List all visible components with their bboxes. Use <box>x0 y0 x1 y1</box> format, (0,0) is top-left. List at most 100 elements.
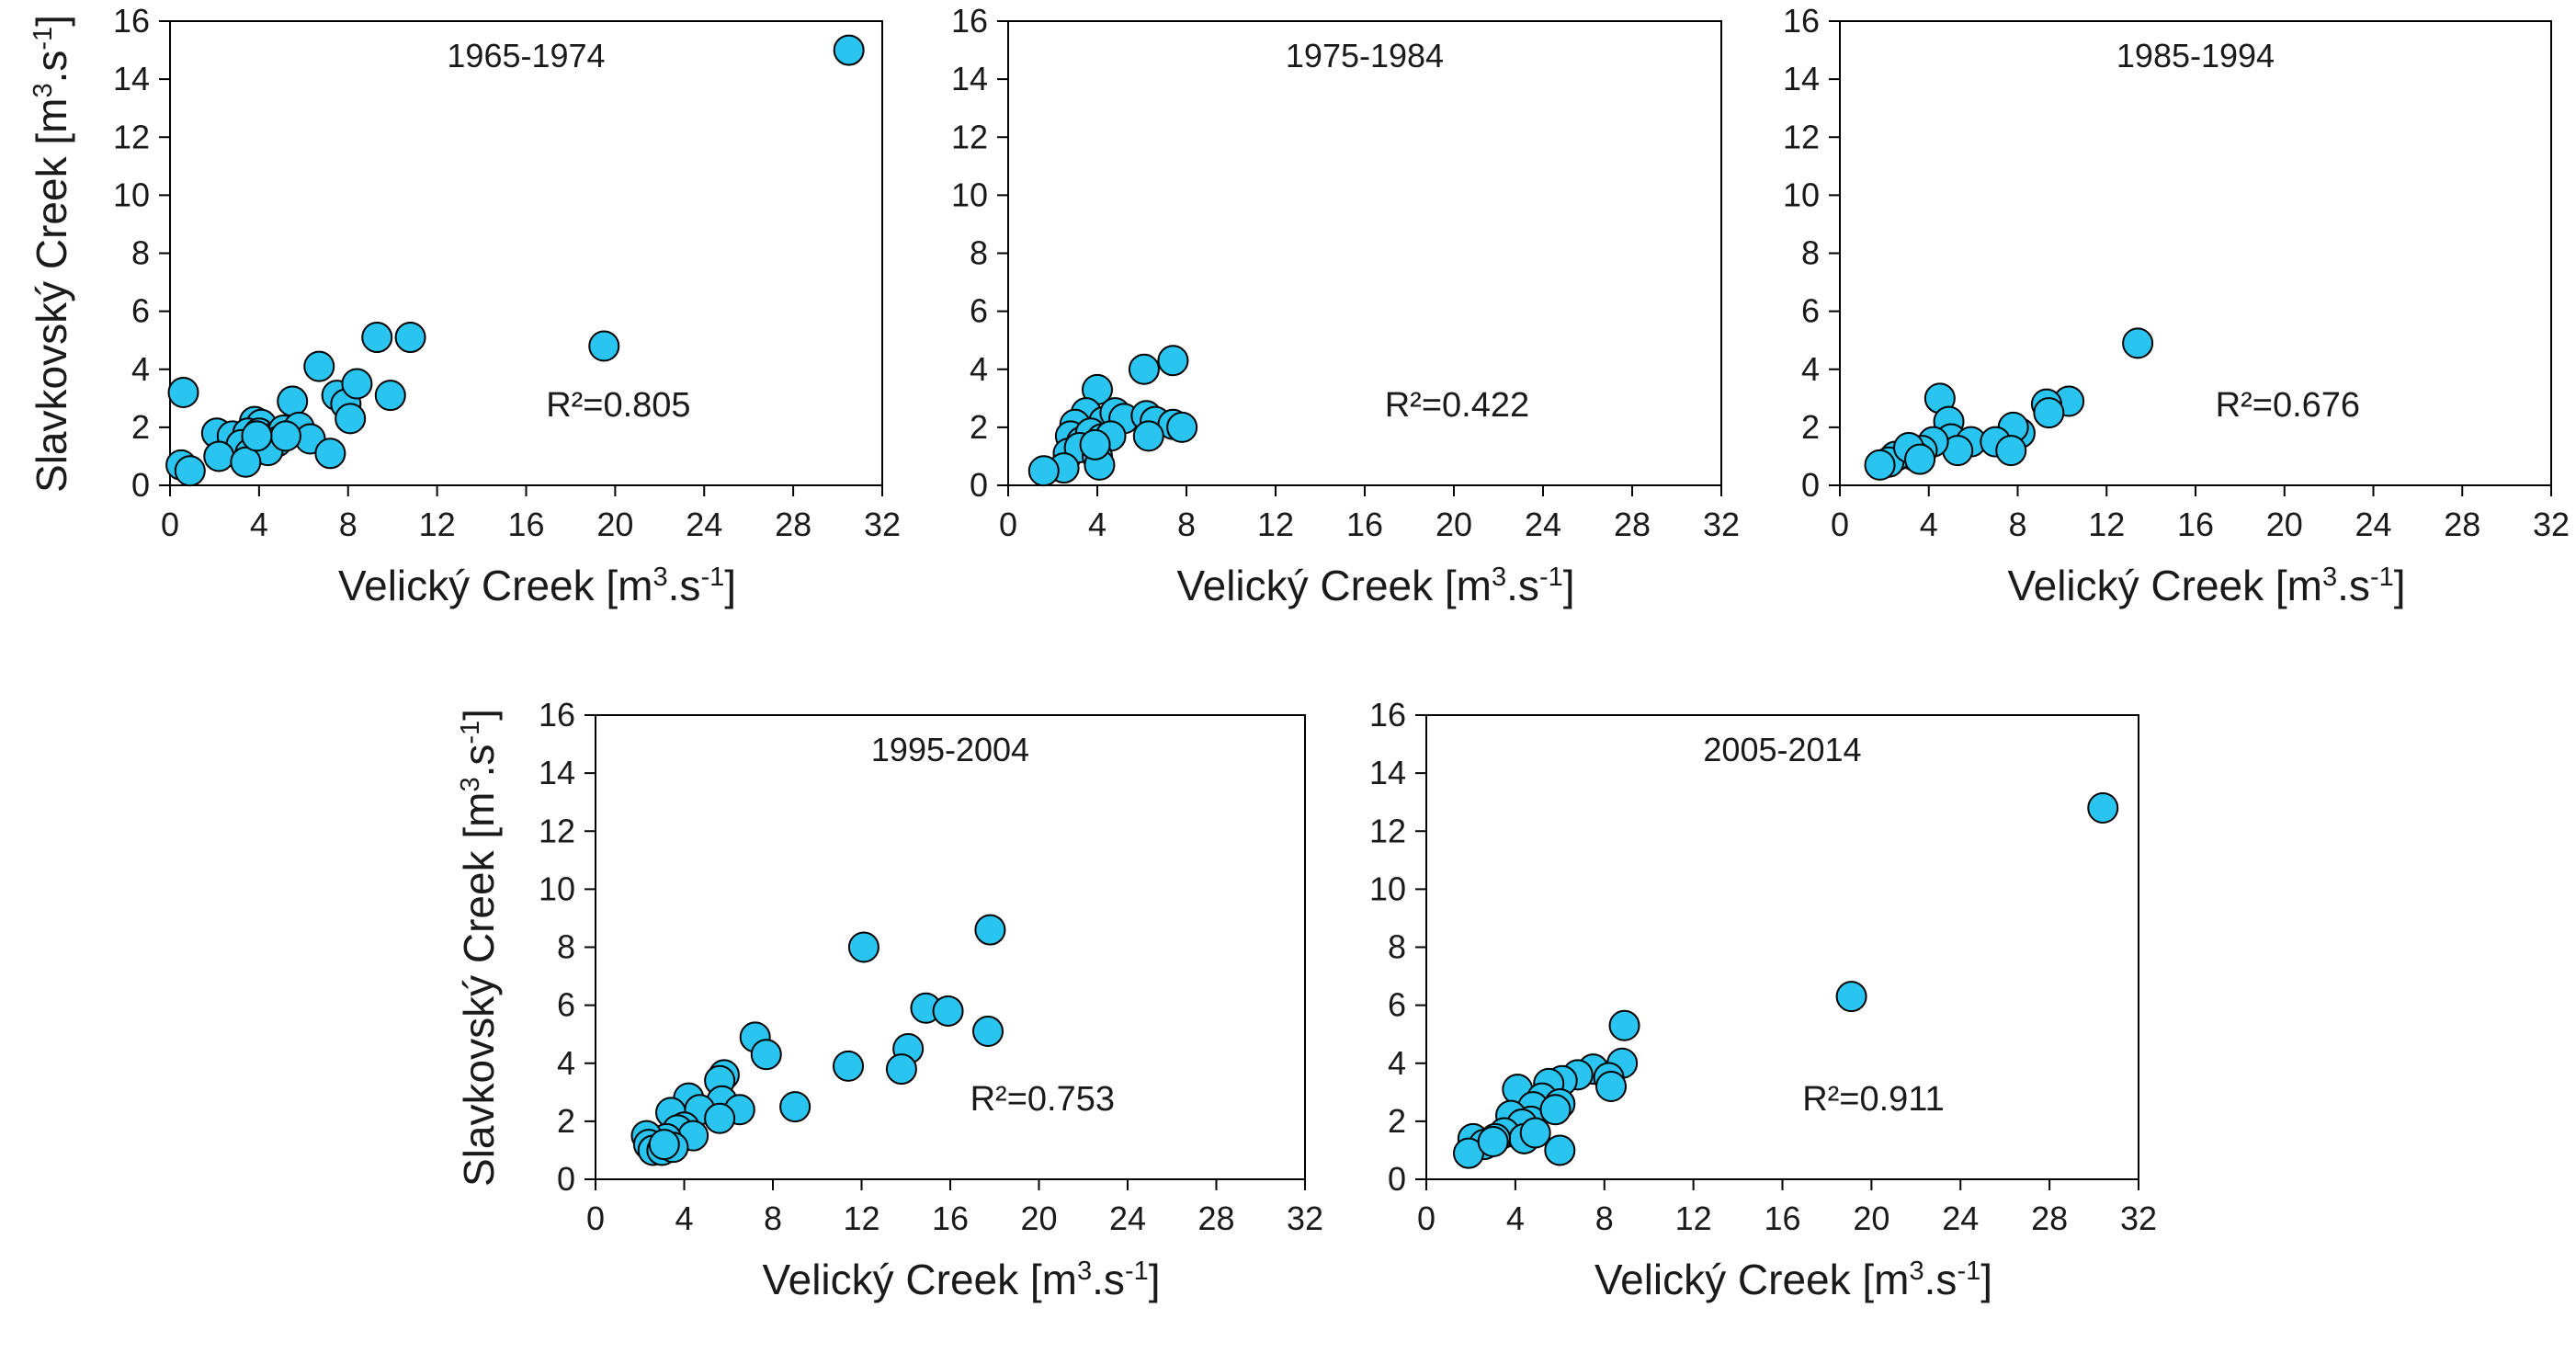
y-tick-label: 6 <box>557 986 575 1024</box>
y-tick-label: 8 <box>557 928 575 966</box>
x-tick-label: 8 <box>1177 506 1196 543</box>
y-tick-label: 2 <box>557 1102 575 1140</box>
data-point <box>335 403 367 435</box>
y-axis-title: Slavkovský Creek [m3.s-1] <box>28 15 75 493</box>
data-point <box>972 1016 1004 1048</box>
x-axis-title: Velický Creek [m3.s-1] <box>2007 562 2405 609</box>
x-tick-label: 24 <box>2355 506 2391 543</box>
data-point <box>1544 1134 1576 1166</box>
r2-annotation: R²=0.753 <box>970 1080 1115 1119</box>
unit-open: [m <box>606 562 653 609</box>
data-point <box>1595 1071 1628 1102</box>
unit-open: [m <box>28 98 75 145</box>
x-tick-label: 8 <box>1595 1200 1614 1237</box>
data-point <box>230 446 262 478</box>
chart-panel-1: 0 4 8 12 16 20 24 28 3202468101214161965-1974R²=… <box>28 2 901 609</box>
x-tick-label: 12 <box>843 1200 879 1237</box>
data-points <box>165 34 865 487</box>
y-tick-label: 8 <box>131 234 150 272</box>
unit-close: ] <box>28 15 75 27</box>
x-tick-label: 20 <box>1436 506 1472 543</box>
unit-close: ] <box>2394 562 2406 609</box>
data-point <box>1128 353 1160 385</box>
y-tick-label: 6 <box>131 292 150 330</box>
x-tick-label: 0 <box>1831 506 1849 543</box>
x-tick-label: 4 <box>1920 506 1938 543</box>
x-axis-name: Velický Creek <box>1176 562 1444 609</box>
x-tick-label: 16 <box>1346 506 1383 543</box>
data-point <box>833 1050 865 1082</box>
y-tick-label: 8 <box>1801 234 1820 272</box>
x-tick-label: 20 <box>1853 1200 1889 1237</box>
y-tick-label: 12 <box>1369 812 1406 849</box>
y-tick-label: 10 <box>539 870 575 907</box>
y-tick-label: 12 <box>539 812 575 849</box>
y-tick-label: 10 <box>1369 870 1406 907</box>
unit-neg-exponent: -1 <box>28 27 58 51</box>
data-points <box>1864 327 2154 481</box>
data-point <box>394 322 426 354</box>
unit-neg-exponent: -1 <box>456 721 485 745</box>
y-tick-label: 4 <box>1388 1044 1406 1082</box>
data-point <box>1157 345 1189 377</box>
data-point <box>885 1053 917 1086</box>
x-axis-name: Velický Creek <box>338 562 606 609</box>
unit-close: ] <box>455 709 503 721</box>
unit-exponent: 3 <box>653 563 668 592</box>
y-tick-label: 16 <box>1783 2 1820 40</box>
chart-panel-3: 0 4 8 12 16 20 24 28 3202468101214161985-1994R²=… <box>1783 2 2570 609</box>
chart-panel-2: 0 4 8 12 16 20 24 28 3202468101214161975-1984R²=… <box>951 2 1740 609</box>
y-tick-label: 4 <box>970 350 988 388</box>
x-tick-label: 8 <box>2008 506 2026 543</box>
data-point <box>932 995 964 1027</box>
x-tick-label: 4 <box>1088 506 1106 543</box>
unit-close: ] <box>1149 1256 1161 1303</box>
unit-close: ] <box>1980 1256 1992 1303</box>
y-tick-label: 6 <box>1801 292 1820 330</box>
y-tick-label: 2 <box>970 408 988 446</box>
x-tick-label: 24 <box>1525 506 1561 543</box>
data-point <box>847 931 879 963</box>
data-point <box>341 368 373 400</box>
unit-open: [m <box>1030 1256 1077 1303</box>
x-tick-label: 0 <box>999 506 1017 543</box>
x-tick-label: 28 <box>1197 1200 1234 1237</box>
r2-annotation: R²=0.805 <box>546 386 690 425</box>
unit-neg-exponent: -1 <box>1957 1256 1980 1286</box>
y-tick-label: 10 <box>1783 176 1820 213</box>
unit-exponent: 3 <box>1910 1256 1924 1286</box>
x-tick-label: 24 <box>1942 1200 1979 1237</box>
x-tick-label: 32 <box>864 506 901 543</box>
y-tick-label: 0 <box>1388 1160 1406 1198</box>
y-tick-label: 12 <box>1783 118 1820 155</box>
unit-exponent: 3 <box>456 777 485 791</box>
y-tick-label: 4 <box>1801 350 1820 388</box>
unit-close: ] <box>1563 562 1575 609</box>
y-tick-label: 16 <box>951 2 988 40</box>
x-tick-label: 8 <box>339 506 357 543</box>
x-tick-label: 12 <box>2088 506 2125 543</box>
x-axis-title: Velický Creek [m3.s-1] <box>1594 1256 1992 1303</box>
x-tick-label: 32 <box>1287 1200 1323 1237</box>
unit-per: .s <box>1506 562 1539 609</box>
unit-open: [m <box>1862 1256 1909 1303</box>
unit-exponent: 3 <box>1492 563 1506 592</box>
data-point <box>241 420 273 452</box>
unit-neg-exponent: -1 <box>1539 563 1563 592</box>
data-point <box>361 322 393 354</box>
y-tick-label: 16 <box>113 2 150 40</box>
x-tick-label: 28 <box>2444 506 2480 543</box>
unit-per: .s <box>2337 562 2370 609</box>
y-axis-title: Slavkovský Creek [m3.s-1] <box>455 709 503 1187</box>
x-tick-label: 16 <box>507 506 544 543</box>
x-tick-label: 16 <box>932 1200 969 1237</box>
data-point <box>1995 435 2027 467</box>
data-point <box>167 377 199 408</box>
y-tick-label: 4 <box>557 1044 575 1082</box>
y-tick-label: 4 <box>131 350 150 388</box>
chart-panel-4: 0 4 8 12 16 20 24 28 3202468101214161995-2004R²=… <box>455 696 1323 1303</box>
unit-neg-exponent: -1 <box>2370 563 2394 592</box>
y-tick-label: 8 <box>970 234 988 272</box>
x-tick-label: 20 <box>1020 1200 1057 1237</box>
y-tick-label: 6 <box>1388 986 1406 1024</box>
